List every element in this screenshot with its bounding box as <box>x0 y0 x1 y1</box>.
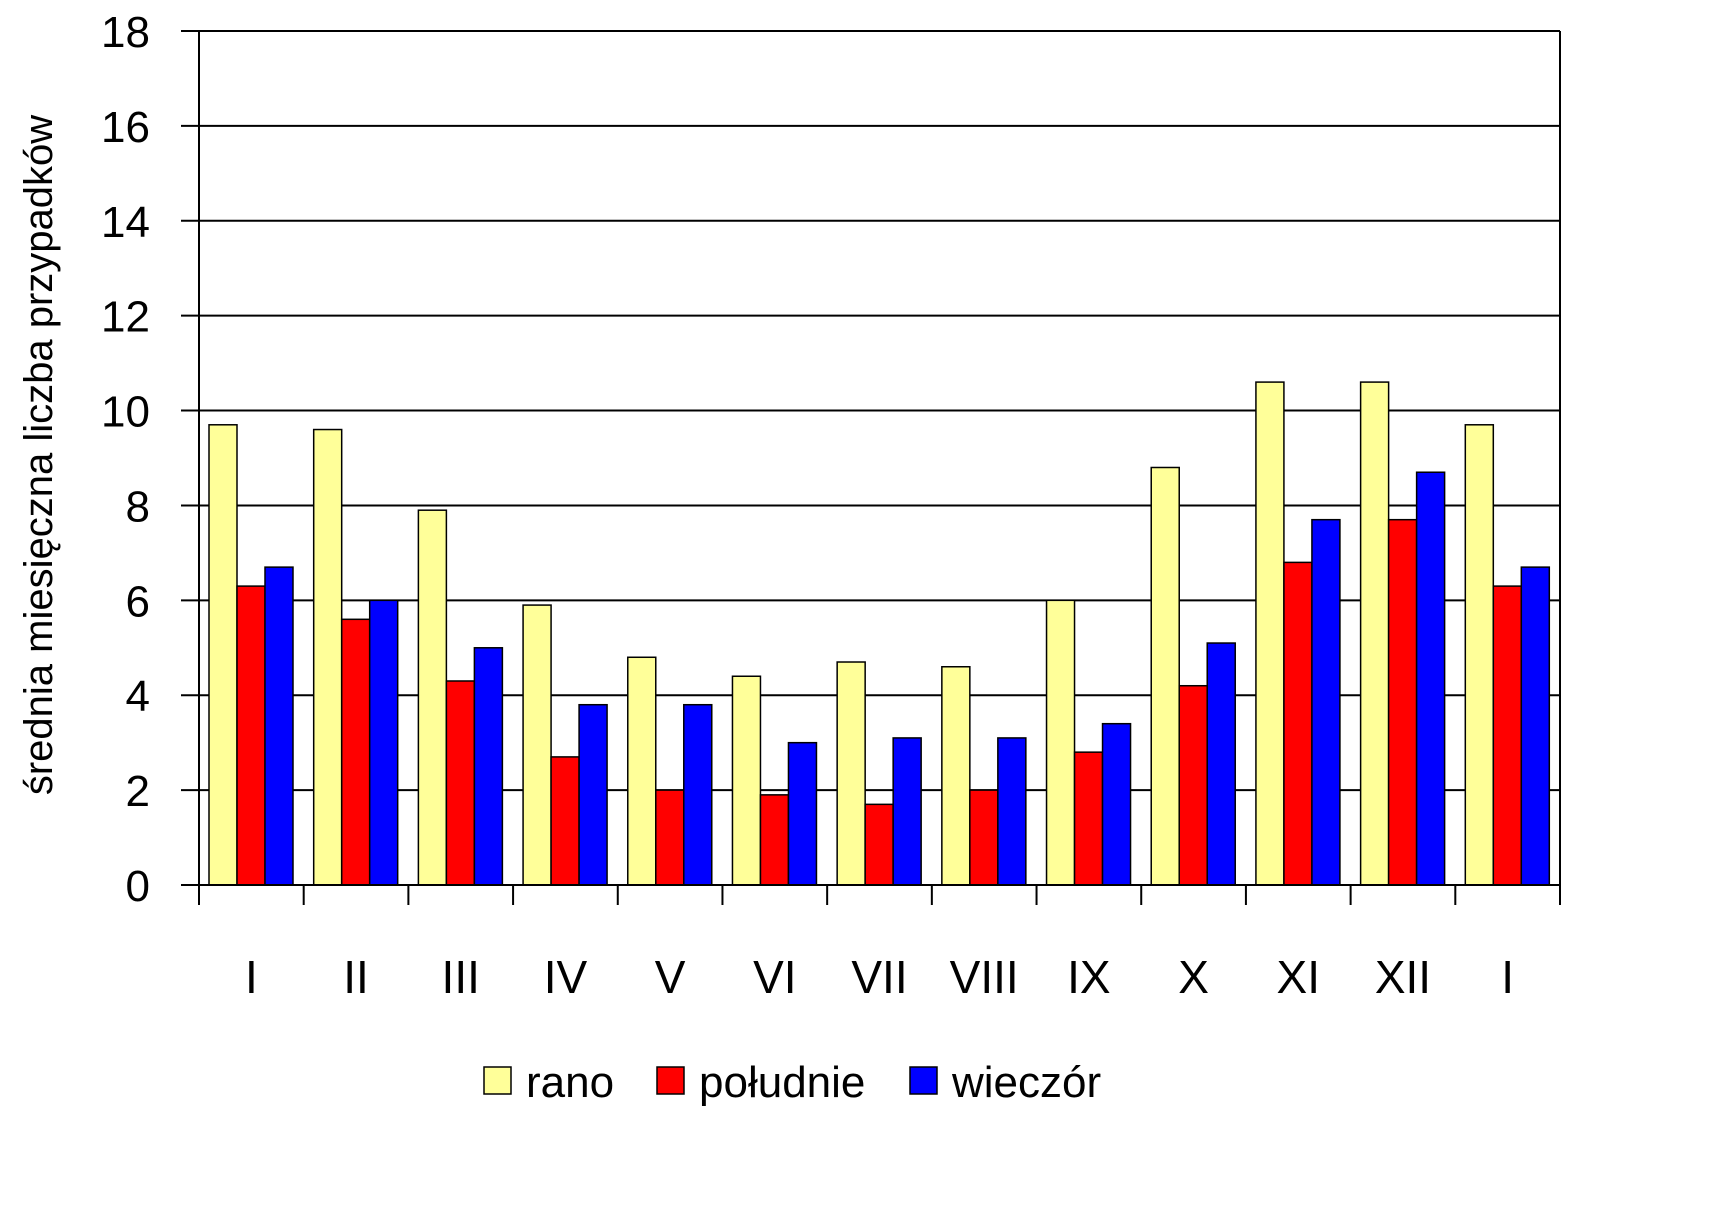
bar-rano <box>1255 381 1285 886</box>
legend-swatch-południe <box>656 1066 685 1095</box>
bar-rano <box>522 604 552 886</box>
bar-południe <box>759 794 790 886</box>
y-tick-label: 4 <box>126 672 150 721</box>
x-category-label: VIII <box>950 951 1019 1003</box>
y-tick-label: 8 <box>126 482 150 531</box>
x-category-label: X <box>1178 951 1209 1003</box>
x-category-label: I <box>1501 951 1514 1003</box>
y-tick-label: 18 <box>101 8 150 57</box>
x-category-labels: I II III IV V VI VII VIII IX X XI XII I <box>245 951 1514 1003</box>
bar-rano <box>941 666 971 886</box>
x-category-label: V <box>655 951 686 1003</box>
bar-rano <box>208 424 238 886</box>
x-category-label: VI <box>753 951 796 1003</box>
bar-południe <box>1073 751 1104 886</box>
bar-wieczór <box>1415 471 1446 886</box>
bar-południe <box>550 756 580 886</box>
bar-południe <box>1492 585 1523 886</box>
y-tick-label: 6 <box>126 577 150 626</box>
bar-rano <box>417 509 448 886</box>
legend: rano południe wieczór <box>483 1058 1101 1107</box>
bar-wieczór <box>578 703 608 886</box>
bar-wieczór <box>1206 642 1236 886</box>
y-tick-label: 10 <box>101 388 150 437</box>
bar-wieczór <box>1520 566 1551 886</box>
bar-południe <box>236 585 266 886</box>
y-tick-label: 0 <box>126 862 150 911</box>
bar-rano <box>312 428 343 886</box>
chart-background <box>0 0 1567 1113</box>
y-tick-label: 12 <box>101 293 150 342</box>
legend-swatch-wieczór <box>909 1066 938 1095</box>
bar-rano <box>1359 381 1390 886</box>
bar-wieczór <box>892 737 922 886</box>
legend-label-południe: południe <box>699 1058 865 1107</box>
bar-rano <box>627 656 657 886</box>
y-axis-title: średnia miesięczna liczba przypadków <box>17 115 61 795</box>
bar-południe <box>1387 518 1418 886</box>
axes <box>181 30 1561 905</box>
x-category-label: III <box>442 951 480 1003</box>
x-category-label: XI <box>1277 951 1320 1003</box>
bar-wieczór <box>787 741 818 886</box>
bar-wieczór <box>997 737 1027 886</box>
bar-wieczór <box>1311 518 1341 886</box>
bar-rano <box>1045 599 1076 886</box>
x-category-label: IV <box>544 951 588 1003</box>
bars <box>208 381 1551 886</box>
bar-wieczór <box>1101 722 1132 886</box>
x-category-label: II <box>343 951 369 1003</box>
bar-południe <box>1178 684 1208 886</box>
x-category-label: IX <box>1067 951 1110 1003</box>
y-tick-label: 16 <box>101 103 150 152</box>
bar-rano <box>836 661 866 886</box>
legend-label-wieczór: wieczór <box>951 1058 1101 1107</box>
bar-rano <box>1464 424 1495 886</box>
bar-wieczór <box>683 703 713 886</box>
bar-wieczór <box>473 647 504 886</box>
x-category-label: XII <box>1375 951 1431 1003</box>
bar-wieczór <box>368 599 399 886</box>
bar-rano <box>731 675 762 886</box>
bar-południe <box>864 803 894 886</box>
x-category-label: I <box>245 951 258 1003</box>
y-tick-labels: 0 2 4 6 8 10 12 14 16 18 <box>101 8 150 911</box>
bar-południe <box>445 680 476 886</box>
bar-południe <box>655 789 685 886</box>
legend-label-rano: rano <box>526 1058 614 1107</box>
x-category-label: VII <box>851 951 907 1003</box>
bar-rano <box>1150 466 1180 886</box>
legend-swatch-rano <box>483 1066 512 1095</box>
bar-wieczór <box>264 566 294 886</box>
bar-południe <box>969 789 999 886</box>
bar-południe <box>1283 561 1313 886</box>
bar-południe <box>340 618 371 886</box>
y-tick-label: 14 <box>101 198 150 247</box>
y-tick-label: 2 <box>126 767 150 816</box>
